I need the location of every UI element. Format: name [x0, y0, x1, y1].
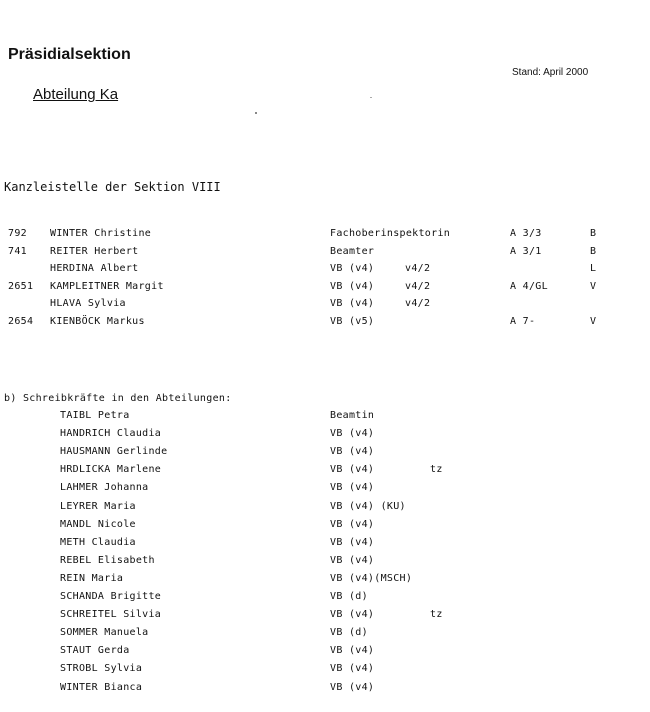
typist-position: VB (v4)	[330, 464, 375, 476]
staff-code: L	[590, 263, 597, 275]
staff-code: B	[590, 228, 597, 239]
typist-name: TAIBL Petra	[60, 410, 130, 421]
typist-name: HAUSMANN Gerlinde	[60, 446, 168, 458]
staff-grade: A 3/1	[510, 245, 542, 257]
staff-position: VB (v5)	[330, 316, 375, 327]
staff-grade: A 7-	[510, 316, 536, 327]
staff-number: 2651	[8, 280, 34, 292]
staff-number: 792	[8, 228, 27, 239]
staff-name: WINTER Christine	[50, 228, 152, 239]
typist-name: LAHMER Johanna	[60, 482, 149, 494]
scan-speck	[255, 112, 257, 114]
staff-pay-group: v4/2	[405, 298, 431, 310]
staff-name: HLAVA Sylvia	[50, 298, 126, 310]
staff-name: KIENBÖCK Markus	[50, 316, 145, 327]
staff-name: HERDINA Albert	[50, 263, 139, 275]
typist-name: HANDRICH Claudia	[60, 428, 162, 440]
typist-name: REIN Maria	[60, 572, 124, 584]
typist-position: VB (d)	[330, 627, 368, 639]
typist-name: SOMMER Manuela	[60, 627, 149, 639]
staff-position: VB (v4)	[330, 280, 375, 292]
typist-note: tz	[430, 464, 443, 476]
staff-code: B	[590, 245, 597, 257]
typist-name: METH Claudia	[60, 536, 136, 548]
typist-position: VB (v4)	[330, 681, 375, 693]
staff-position: VB (v4)	[330, 263, 375, 275]
typist-name: HRDLICKA Marlene	[60, 464, 162, 476]
staff-pay-group: v4/2	[405, 263, 431, 275]
staff-position: Fachoberinspektorin	[330, 228, 451, 239]
typist-position: VB (v4)	[330, 428, 375, 440]
typist-position: VB (d)	[330, 591, 368, 602]
staff-number: 2654	[8, 316, 34, 327]
staff-position: Beamter	[330, 245, 375, 257]
staff-position: VB (v4)	[330, 298, 375, 310]
staff-number: 741	[8, 245, 27, 257]
typist-position: VB (v4)	[330, 554, 375, 566]
scan-speck	[370, 97, 372, 98]
typist-position: VB (v4)	[330, 663, 375, 675]
staff-name: KAMPLEITNER Margit	[50, 280, 164, 292]
typist-position: VB (v4)	[330, 518, 375, 530]
typist-name: LEYRER Maria	[60, 500, 136, 512]
typist-note: tz	[430, 609, 443, 621]
typist-position: VB (v4)	[330, 482, 375, 494]
typist-position: VB (v4)	[330, 645, 375, 657]
typist-name: SCHREITEL Silvia	[60, 609, 162, 621]
typist-position: VB (v4)	[330, 536, 375, 548]
typist-name: WINTER Bianca	[60, 681, 143, 693]
typist-position: VB (v4)(MSCH)	[330, 572, 413, 584]
typist-name: MANDL Nicole	[60, 518, 136, 530]
typist-position: VB (v4) (KU)	[330, 500, 406, 512]
typist-name: SCHANDA Brigitte	[60, 591, 162, 602]
typist-name: STAUT Gerda	[60, 645, 130, 657]
page-title: Präsidialsektion	[8, 46, 131, 63]
typist-name: REBEL Elisabeth	[60, 554, 155, 566]
staff-grade: A 3/3	[510, 228, 542, 239]
staff-name: REITER Herbert	[50, 245, 139, 257]
typist-position: VB (v4)	[330, 609, 375, 621]
department-heading: Abteilung Ka	[33, 86, 119, 103]
section-a-heading: Kanzleistelle der Sektion VIII	[4, 180, 221, 194]
staff-pay-group: v4/2	[405, 280, 431, 292]
typist-position: VB (v4)	[330, 446, 375, 458]
staff-grade: A 4/GL	[510, 280, 548, 292]
typist-name: STROBL Sylvia	[60, 663, 143, 675]
section-b-heading: b) Schreibkräfte in den Abteilungen:	[4, 393, 232, 404]
stand-date: Stand: April 2000	[512, 67, 589, 78]
typist-position: Beamtin	[330, 410, 375, 421]
staff-code: V	[590, 280, 597, 292]
staff-code: V	[590, 316, 597, 327]
